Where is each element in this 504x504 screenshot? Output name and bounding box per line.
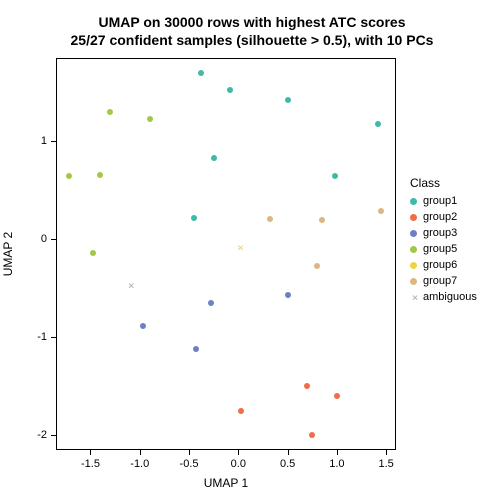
data-point xyxy=(285,292,291,298)
legend-label: group2 xyxy=(423,211,457,223)
legend-marker-x: × xyxy=(410,291,420,304)
legend-swatch xyxy=(410,278,417,285)
data-point xyxy=(191,215,197,221)
y-tick-label: 0 xyxy=(27,233,47,245)
x-axis-label: UMAP 1 xyxy=(56,476,396,490)
legend-item: ×ambiguous xyxy=(410,289,477,305)
umap-scatter-chart: UMAP on 30000 rows with highest ATC scor… xyxy=(0,0,504,504)
y-tick-label: -2 xyxy=(27,429,47,441)
legend-swatch xyxy=(410,214,417,221)
y-tick xyxy=(51,337,56,338)
x-tick-label: 1.5 xyxy=(378,458,393,470)
legend-swatch xyxy=(410,198,417,205)
data-point xyxy=(97,172,103,178)
legend-item: group7 xyxy=(410,273,477,289)
x-tick xyxy=(90,450,91,455)
data-point xyxy=(147,116,153,122)
data-point xyxy=(211,155,217,161)
y-tick-label: -1 xyxy=(27,331,47,343)
x-tick-label: -1.0 xyxy=(130,458,149,470)
x-tick xyxy=(386,450,387,455)
x-tick xyxy=(288,450,289,455)
legend-label: group3 xyxy=(423,227,457,239)
plot-area xyxy=(56,58,396,450)
data-point xyxy=(332,173,338,179)
data-point xyxy=(314,263,320,269)
data-point xyxy=(140,323,146,329)
x-tick xyxy=(140,450,141,455)
data-point xyxy=(375,121,381,127)
legend-item: group3 xyxy=(410,225,477,241)
legend-label: group5 xyxy=(423,243,457,255)
legend-swatch xyxy=(410,246,417,253)
x-tick-label: 1.0 xyxy=(329,458,344,470)
x-tick xyxy=(189,450,190,455)
legend-title: Class xyxy=(410,176,477,190)
chart-title-line2: 25/27 confident samples (silhouette > 0.… xyxy=(0,32,504,48)
data-point xyxy=(267,216,273,222)
y-tick xyxy=(51,239,56,240)
data-point xyxy=(285,97,291,103)
data-point xyxy=(193,346,199,352)
x-tick xyxy=(238,450,239,455)
legend-item: group5 xyxy=(410,241,477,257)
x-tick-label: -1.5 xyxy=(81,458,100,470)
legend-item: group2 xyxy=(410,209,477,225)
legend-swatch xyxy=(410,262,417,269)
chart-title-line1: UMAP on 30000 rows with highest ATC scor… xyxy=(0,14,504,30)
data-point xyxy=(208,300,214,306)
data-point: × xyxy=(237,242,244,253)
data-point xyxy=(334,393,340,399)
legend-label: ambiguous xyxy=(423,291,477,303)
x-tick xyxy=(337,450,338,455)
legend: Class group1 group2 group3 group5 group6 grou… xyxy=(410,176,477,305)
legend-swatch xyxy=(410,230,417,237)
y-tick xyxy=(51,141,56,142)
legend-item: group1 xyxy=(410,193,477,209)
x-tick-label: 0.5 xyxy=(280,458,295,470)
legend-label: group7 xyxy=(423,275,457,287)
y-tick xyxy=(51,435,56,436)
x-tick-label: 0.0 xyxy=(231,458,246,470)
data-point xyxy=(198,70,204,76)
legend-label: group6 xyxy=(423,259,457,271)
legend-item: group6 xyxy=(410,257,477,273)
data-point: × xyxy=(128,280,135,291)
x-tick-label: -0.5 xyxy=(180,458,199,470)
data-point xyxy=(319,217,325,223)
y-axis-label: UMAP 2 xyxy=(1,204,15,304)
y-tick-label: 1 xyxy=(27,135,47,147)
data-point xyxy=(66,173,72,179)
legend-label: group1 xyxy=(423,195,457,207)
